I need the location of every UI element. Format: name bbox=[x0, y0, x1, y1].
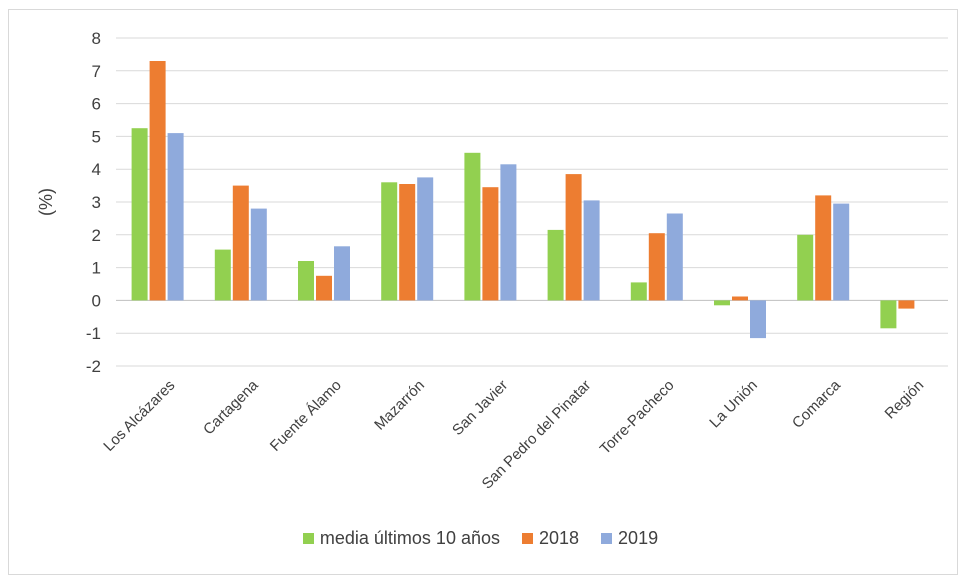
bar bbox=[648, 233, 665, 301]
legend-swatch bbox=[302, 533, 314, 544]
bar bbox=[797, 234, 814, 301]
legend: media últimos 10 años 2018 2019 bbox=[0, 528, 961, 549]
legend-item: 2018 bbox=[522, 528, 579, 549]
category-label: San Javier bbox=[449, 377, 511, 439]
legend-item: media últimos 10 años bbox=[302, 528, 500, 549]
bar bbox=[815, 195, 832, 301]
category-label: Región bbox=[882, 377, 928, 423]
bar bbox=[334, 246, 350, 301]
bar bbox=[898, 300, 915, 309]
bar bbox=[399, 184, 416, 301]
bar bbox=[714, 300, 730, 306]
legend-item: 2019 bbox=[601, 528, 658, 549]
bar bbox=[482, 187, 499, 301]
bar bbox=[666, 213, 683, 301]
bar bbox=[500, 164, 517, 301]
bar bbox=[880, 300, 897, 329]
y-tick-label: -1 bbox=[86, 324, 101, 343]
bar bbox=[149, 61, 166, 301]
bar bbox=[583, 200, 600, 301]
bar bbox=[250, 208, 267, 301]
bar bbox=[214, 249, 231, 301]
bar bbox=[630, 282, 647, 301]
y-axis-ticks: -2 -1 0 1 2 3 4 5 6 7 8 bbox=[86, 29, 101, 376]
bar bbox=[464, 152, 481, 301]
category-label: Comarca bbox=[789, 376, 845, 432]
bar bbox=[381, 182, 398, 301]
legend-label: 2019 bbox=[618, 528, 659, 548]
bars bbox=[131, 61, 915, 339]
bar bbox=[565, 174, 582, 301]
category-label: Cartagena bbox=[200, 376, 262, 438]
legend-label: 2018 bbox=[539, 528, 580, 548]
bar bbox=[316, 275, 332, 301]
bar bbox=[833, 203, 850, 301]
y-tick-label: -2 bbox=[86, 357, 101, 376]
category-label: Fuente Álamo bbox=[267, 377, 345, 455]
category-label: Mazarrón bbox=[371, 377, 428, 434]
bar bbox=[417, 177, 434, 301]
y-tick-label: 4 bbox=[92, 160, 101, 179]
y-tick-label: 3 bbox=[92, 193, 101, 212]
category-label: La Unión bbox=[706, 377, 760, 431]
legend-swatch bbox=[522, 533, 533, 544]
y-tick-label: 0 bbox=[92, 291, 101, 310]
bar bbox=[167, 133, 184, 301]
y-axis-label: (%) bbox=[36, 188, 56, 216]
y-tick-label: 8 bbox=[92, 29, 101, 48]
bar bbox=[732, 296, 748, 301]
bar bbox=[547, 229, 564, 301]
y-tick-label: 1 bbox=[92, 259, 101, 278]
category-labels: Los Alcázares Cartagena Fuente Álamo Mazarr… bbox=[100, 376, 927, 492]
y-tick-label: 7 bbox=[92, 62, 101, 81]
bar bbox=[131, 128, 148, 301]
bar bbox=[232, 185, 249, 301]
y-tick-label: 6 bbox=[92, 95, 101, 114]
y-tick-label: 5 bbox=[92, 127, 101, 146]
bar bbox=[298, 261, 314, 301]
chart-frame bbox=[8, 9, 958, 575]
category-label: Torre-Pacheco bbox=[597, 377, 678, 458]
legend-label: media últimos 10 años bbox=[319, 528, 500, 548]
y-tick-label: 2 bbox=[92, 226, 101, 245]
bar bbox=[750, 300, 766, 339]
legend-swatch bbox=[601, 533, 613, 544]
category-label: Los Alcázares bbox=[100, 377, 178, 455]
